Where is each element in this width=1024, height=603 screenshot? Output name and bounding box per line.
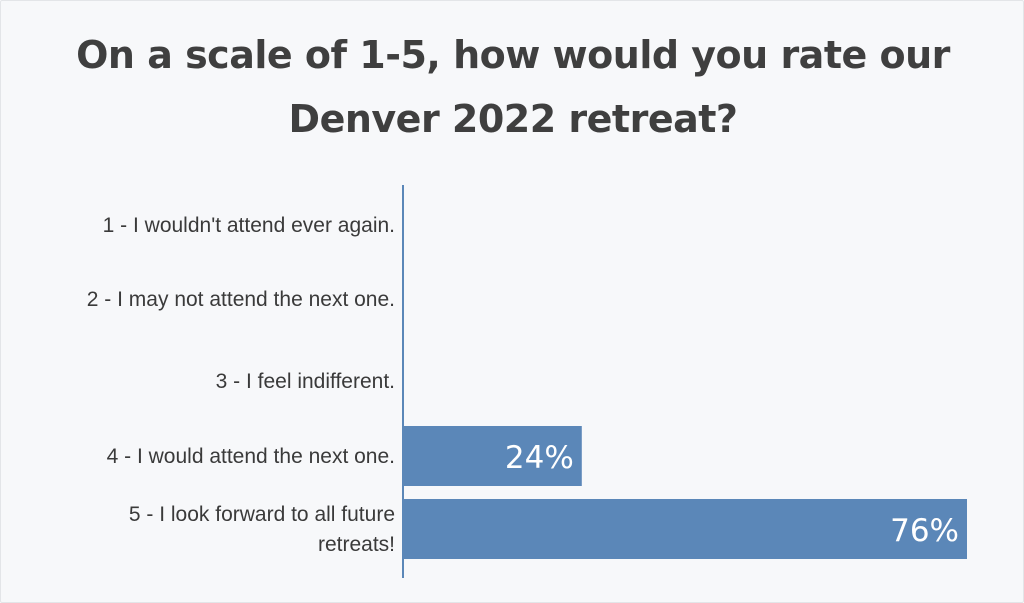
category-label: 3 - I feel indifferent. [216, 370, 395, 393]
bar [404, 499, 967, 559]
category-label: 1 - I wouldn't attend ever again. [103, 214, 395, 237]
category-label: 5 - I look forward to all future retreats… [129, 503, 395, 556]
category-label: 2 - I may not attend the next one. [87, 288, 395, 311]
chart-title: On a scale of 1-5, how would you rate ou… [76, 33, 950, 141]
bars-layer: 24% 76% [404, 426, 967, 559]
data-label: 76% [890, 513, 959, 549]
category-labels-layer: 1 - I wouldn't attend ever again. 2 - I m… [87, 214, 395, 556]
category-label: 4 - I would attend the next one. [107, 445, 395, 468]
data-label: 24% [505, 440, 574, 476]
bar [404, 426, 582, 486]
